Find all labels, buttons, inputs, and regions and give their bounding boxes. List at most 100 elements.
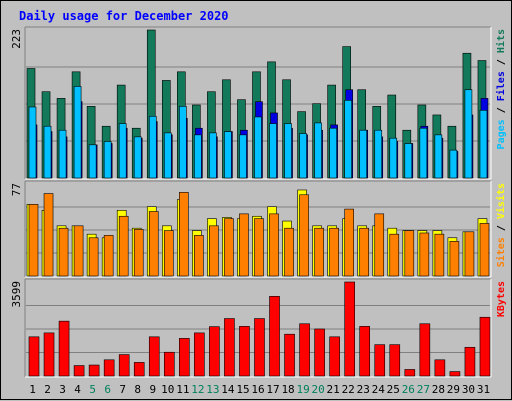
x-tick-label: 4 (74, 383, 81, 396)
bar-pages-day-9 (148, 115, 157, 179)
panel-legend-label: KBytes (496, 281, 507, 317)
bar-pages-day-23 (359, 129, 368, 179)
bar-pages-day-24 (374, 129, 383, 179)
x-tick-label: 18 (281, 383, 294, 396)
bar-sites-day-31 (479, 223, 490, 277)
x-tick-label: 3 (59, 383, 66, 396)
bar-pages-day-18 (284, 123, 292, 179)
bar-pages-day-8 (133, 136, 142, 179)
x-tick-label: 17 (266, 383, 279, 396)
bar-sites-day-29 (449, 241, 460, 277)
bar-sites-day-10 (163, 230, 174, 277)
bar-sites-day-13 (209, 225, 219, 277)
bar-sites-day-26 (404, 230, 415, 277)
bar-pages-day-14 (224, 131, 232, 179)
bar-sites-day-25 (389, 233, 400, 277)
bar-pages-day-16 (254, 116, 262, 179)
bar-kbytes-day-31 (479, 316, 491, 377)
x-tick-label: 28 (432, 383, 445, 396)
bar-sites-day-24 (374, 213, 385, 277)
bar-pages-day-22 (344, 100, 352, 179)
legend-separator: / (496, 101, 507, 119)
legend-separator: / (496, 53, 507, 71)
bar-kbytes-day-28 (434, 359, 446, 377)
bar-kbytes-day-21 (329, 336, 340, 377)
y-max-label: 223 (10, 29, 23, 49)
legend-separator: / (496, 219, 507, 237)
bar-sites-day-28 (434, 233, 445, 277)
bar-sites-day-8 (133, 229, 144, 277)
bar-kbytes-day-27 (419, 323, 431, 377)
bar-kbytes-day-6 (103, 359, 115, 377)
bar-kbytes-day-20 (314, 328, 325, 377)
bar-sites-day-4 (73, 225, 84, 277)
bar-pages-day-28 (434, 134, 443, 179)
x-tick-label: 22 (342, 383, 355, 396)
bar-sites-day-11 (179, 192, 189, 277)
x-tick-label: 2 (44, 383, 51, 396)
bar-kbytes-day-23 (359, 326, 371, 377)
bar-pages-day-13 (209, 132, 217, 179)
x-tick-label: 30 (462, 383, 475, 396)
x-tick-label: 11 (176, 383, 189, 396)
x-tick-label: 31 (477, 383, 490, 396)
bar-pages-day-27 (419, 127, 428, 179)
legend-pages: Pages (496, 119, 507, 149)
bar-kbytes-day-9 (148, 336, 160, 377)
x-tick-label: 8 (134, 383, 141, 396)
bar-kbytes-day-15 (239, 326, 250, 377)
x-tick-label: 9 (149, 383, 156, 396)
bar-pages-day-26 (404, 143, 413, 179)
x-tick-label: 26 (402, 383, 415, 396)
bar-kbytes-day-1 (28, 336, 40, 377)
bar-sites-day-9 (148, 211, 159, 277)
bar-kbytes-day-22 (344, 281, 355, 377)
bar-sites-day-7 (118, 215, 129, 277)
bar-sites-day-1 (28, 204, 39, 277)
bar-sites-day-14 (224, 218, 234, 277)
bar-kbytes-day-24 (374, 344, 386, 377)
x-tick-label: 7 (119, 383, 126, 396)
bar-kbytes-day-8 (133, 362, 145, 377)
bar-sites-day-19 (299, 194, 309, 277)
bar-kbytes-day-26 (404, 369, 416, 377)
x-tick-label: 20 (312, 383, 325, 396)
legend-sites: Sites (495, 237, 507, 267)
legend-visits: Visits (495, 183, 507, 219)
bar-pages-day-7 (118, 123, 127, 179)
x-tick-label: 15 (236, 383, 249, 396)
bar-kbytes-day-10 (163, 351, 175, 377)
x-tick-label: 1 (29, 383, 36, 396)
bar-pages-day-4 (73, 86, 82, 179)
bar-pages-day-12 (194, 134, 202, 179)
bar-kbytes-day-2 (43, 332, 55, 377)
bar-sites-day-12 (194, 235, 204, 277)
bar-pages-day-20 (314, 122, 322, 179)
bar-sites-day-15 (239, 213, 249, 277)
bar-pages-day-29 (449, 149, 458, 179)
bar-pages-day-6 (103, 141, 112, 179)
bar-kbytes-day-5 (88, 364, 100, 377)
bar-sites-day-2 (43, 193, 54, 277)
x-tick-label: 23 (357, 383, 370, 396)
bar-sites-day-20 (314, 227, 324, 277)
bar-pages-day-1 (28, 106, 37, 179)
x-tick-label: 21 (327, 383, 340, 396)
bar-sites-day-21 (329, 227, 339, 277)
x-tick-label: 19 (296, 383, 309, 396)
x-tick-label: 27 (417, 383, 430, 396)
bar-kbytes-day-17 (269, 296, 280, 377)
x-tick-label: 6 (104, 383, 111, 396)
bar-pages-day-11 (179, 106, 187, 179)
y-max-label: 3599 (10, 281, 23, 308)
bar-kbytes-day-30 (464, 346, 476, 377)
legend-files: Files (495, 71, 507, 101)
bar-kbytes-day-4 (73, 365, 85, 377)
y-max-label: 77 (10, 183, 23, 196)
bar-kbytes-day-25 (389, 344, 401, 377)
bar-pages-day-15 (239, 134, 247, 179)
bar-sites-day-5 (88, 237, 99, 277)
bar-pages-day-30 (464, 89, 473, 179)
bar-pages-day-2 (43, 125, 52, 179)
